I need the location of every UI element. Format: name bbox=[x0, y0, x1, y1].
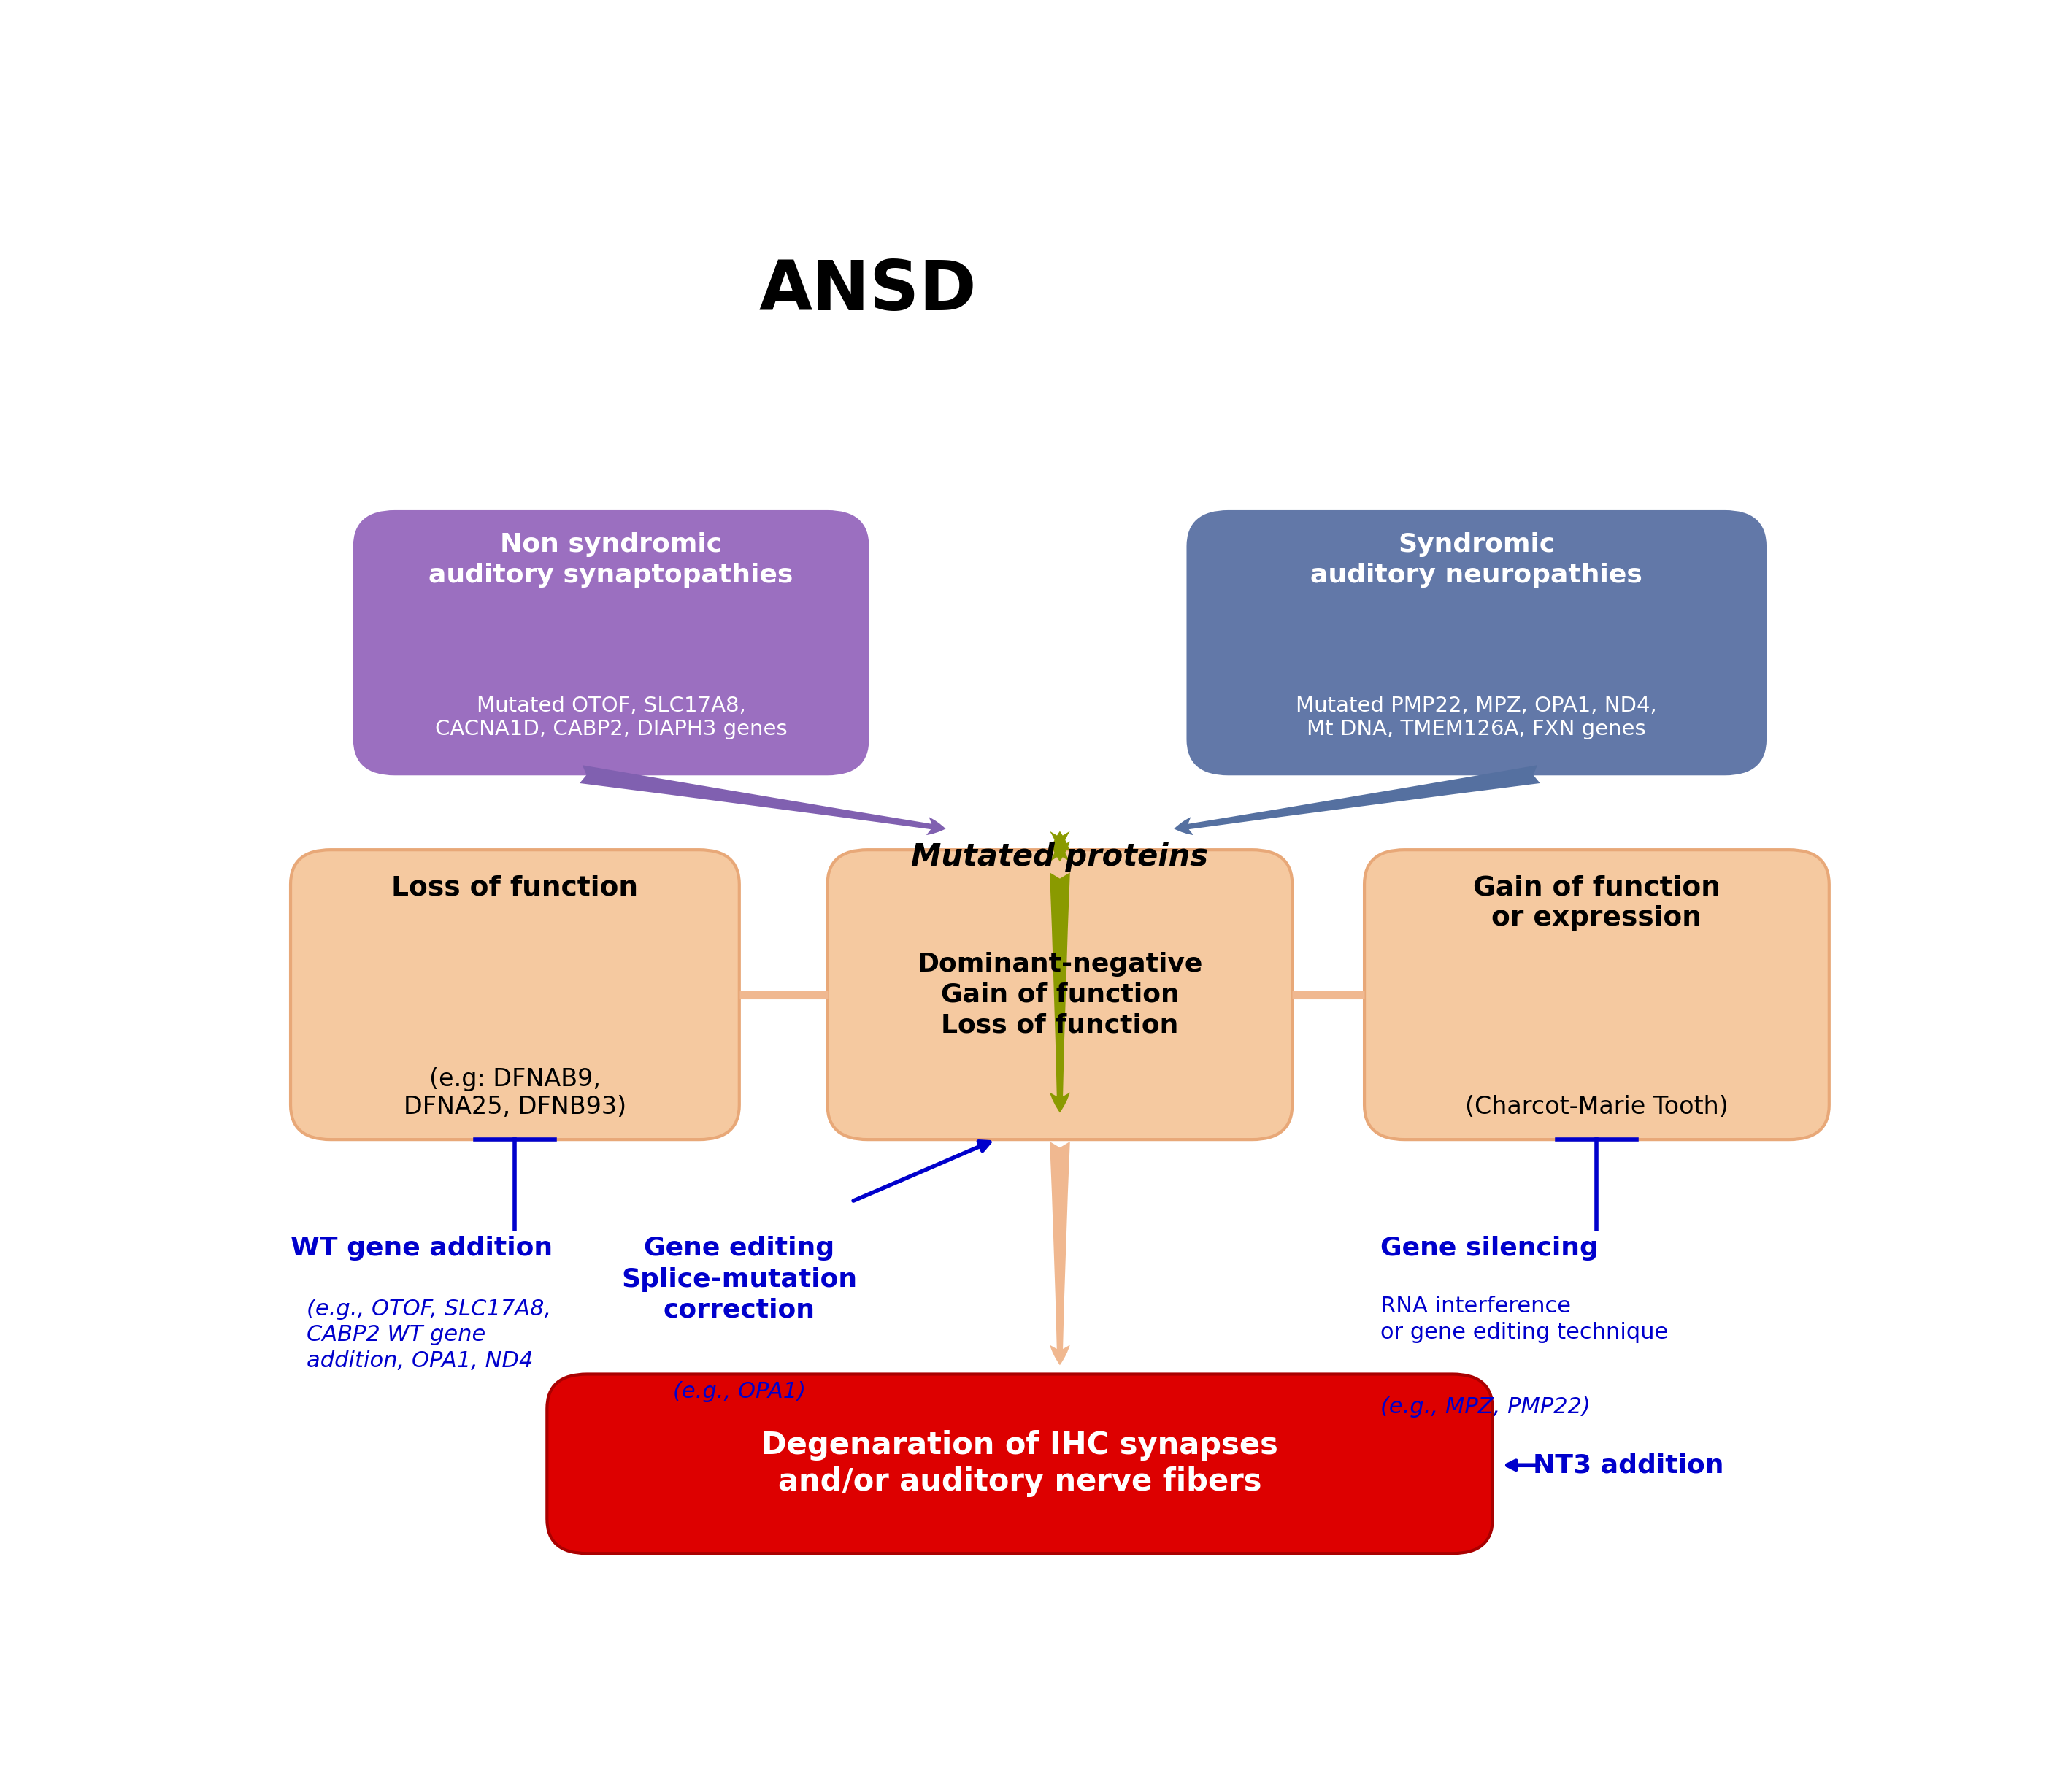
Text: Mutated PMP22, MPZ, OPA1, ND4,
Mt DNA, TMEM126A, FXN genes: Mutated PMP22, MPZ, OPA1, ND4, Mt DNA, T… bbox=[1297, 695, 1656, 740]
Text: Non syndromic
auditory synaptopathies: Non syndromic auditory synaptopathies bbox=[428, 532, 794, 588]
FancyBboxPatch shape bbox=[1187, 513, 1766, 774]
Text: RNA interference
or gene editing technique: RNA interference or gene editing techniq… bbox=[1381, 1296, 1669, 1342]
Text: Mutated proteins: Mutated proteins bbox=[912, 840, 1208, 873]
Text: Gene editing
Splice-mutation
correction: Gene editing Splice-mutation correction bbox=[620, 1236, 858, 1322]
Text: Degenaration of IHC synapses
and/or auditory nerve fibers: Degenaration of IHC synapses and/or audi… bbox=[761, 1430, 1278, 1498]
Text: Mutated OTOF, SLC17A8,
CACNA1D, CABP2, DIAPH3 genes: Mutated OTOF, SLC17A8, CACNA1D, CABP2, D… bbox=[434, 695, 788, 740]
Text: Loss of function: Loss of function bbox=[391, 874, 639, 901]
Text: Gain of function
or expression: Gain of function or expression bbox=[1472, 874, 1721, 932]
Text: (e.g., OPA1): (e.g., OPA1) bbox=[672, 1382, 807, 1401]
Text: (e.g., MPZ, PMP22): (e.g., MPZ, PMP22) bbox=[1381, 1396, 1590, 1417]
FancyBboxPatch shape bbox=[827, 849, 1292, 1140]
Text: Syndromic
auditory neuropathies: Syndromic auditory neuropathies bbox=[1311, 532, 1642, 588]
Text: Gene silencing: Gene silencing bbox=[1381, 1236, 1599, 1262]
FancyBboxPatch shape bbox=[356, 513, 869, 774]
Text: (Charcot-Marie Tooth): (Charcot-Marie Tooth) bbox=[1464, 1095, 1729, 1118]
Text: ANSD: ANSD bbox=[759, 258, 976, 324]
FancyBboxPatch shape bbox=[290, 849, 740, 1140]
Text: (e.g: DFNAB9,
DFNA25, DFNB93): (e.g: DFNAB9, DFNA25, DFNB93) bbox=[403, 1066, 627, 1118]
FancyBboxPatch shape bbox=[1365, 849, 1830, 1140]
Text: NT3 addition: NT3 addition bbox=[1532, 1453, 1723, 1478]
FancyBboxPatch shape bbox=[546, 1374, 1493, 1554]
Text: (e.g., OTOF, SLC17A8,
CABP2 WT gene
addition, OPA1, ND4: (e.g., OTOF, SLC17A8, CABP2 WT gene addi… bbox=[306, 1297, 552, 1373]
Text: WT gene addition: WT gene addition bbox=[290, 1236, 552, 1262]
Text: Dominant-negative
Gain of function
Loss of function: Dominant-negative Gain of function Loss … bbox=[916, 952, 1204, 1038]
